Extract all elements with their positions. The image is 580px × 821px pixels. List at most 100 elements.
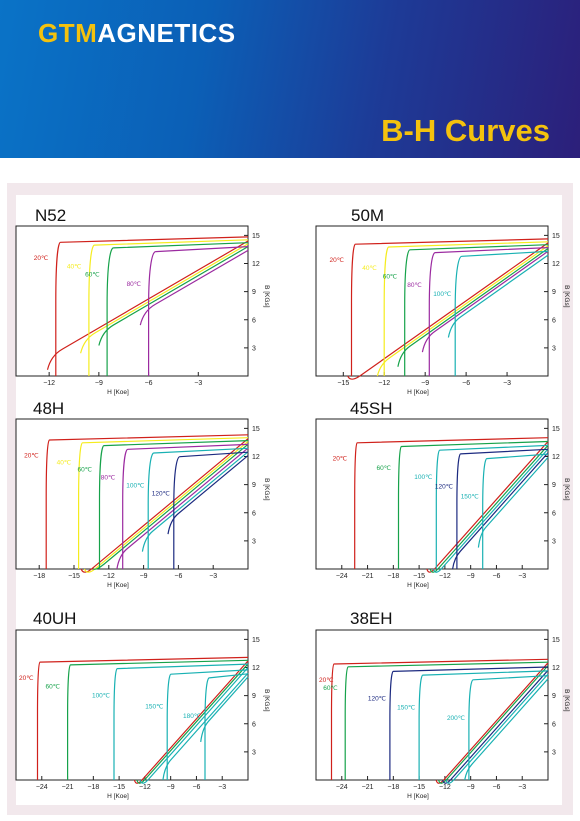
series-label-38eh-20: 20℃ [319, 677, 334, 684]
plot-frame-40uh [15, 629, 249, 781]
series-label-48h-20: 20℃ [24, 453, 39, 460]
normal-curve-38eh-120 [442, 669, 549, 784]
normal-curve-n52-40 [80, 243, 249, 354]
x-tick-label-40uh: −6 [192, 784, 200, 791]
x-tick-label-50m: −3 [503, 380, 511, 387]
y-axis-label-45sh: B [KGs] [563, 478, 570, 501]
series-label-48h-60: 60℃ [78, 467, 93, 474]
brand-logo-part1: GTM [38, 18, 98, 48]
y-tick-label-50m: 12 [552, 261, 560, 268]
normal-curve-48h-100 [141, 451, 249, 552]
series-label-50m-40: 40℃ [362, 265, 377, 272]
y-tick-label-n52: 6 [252, 317, 256, 324]
y-tick-label-38eh: 6 [552, 721, 556, 728]
chart-title-n52: N52 [35, 206, 67, 225]
chart-title-40uh: 40UH [33, 609, 77, 628]
x-tick-label-40uh: −15 [113, 784, 125, 791]
intrinsic-curve-48h-100 [147, 447, 249, 569]
series-label-50m-20: 20℃ [329, 257, 344, 264]
x-tick-label-50m: −12 [378, 380, 390, 387]
intrinsic-curve-38eh-60 [344, 661, 549, 780]
y-tick-label-40uh: 6 [252, 721, 256, 728]
y-tick-label-n52: 9 [252, 289, 256, 296]
y-axis-label-40uh: B [KGs] [263, 689, 270, 712]
series-label-n52-40: 40℃ [67, 263, 82, 270]
intrinsic-curve-45sh-100 [435, 444, 549, 569]
series-label-n52-60: 60℃ [85, 272, 100, 279]
x-tick-label-38eh: −21 [362, 784, 374, 791]
normal-curve-n52-60 [98, 246, 249, 346]
series-label-38eh-60: 60℃ [323, 685, 338, 692]
y-axis-label-48h: B [KGs] [263, 478, 270, 501]
intrinsic-curve-48h-60 [98, 440, 249, 569]
series-label-38eh-120: 120℃ [368, 695, 387, 702]
normal-curve-40uh-100 [139, 667, 249, 784]
series-label-50m-80: 80℃ [407, 282, 422, 289]
plot-frame-n52 [15, 225, 249, 377]
normal-curve-50m-40 [376, 245, 549, 377]
x-tick-label-45sh: −6 [492, 573, 500, 580]
x-tick-label-38eh: −3 [518, 784, 526, 791]
series-label-40uh-60: 60℃ [46, 683, 61, 690]
series-label-40uh-100: 100℃ [92, 693, 111, 700]
x-tick-label-40uh: −3 [218, 784, 226, 791]
normal-curve-40uh-60 [136, 663, 249, 784]
x-tick-label-50m: −6 [462, 380, 470, 387]
intrinsic-curve-40uh-20 [36, 656, 249, 780]
intrinsic-curve-n52-40 [88, 239, 249, 376]
intrinsic-curve-n52-20 [55, 236, 249, 376]
y-tick-label-48h: 12 [252, 454, 260, 461]
y-tick-label-40uh: 15 [252, 637, 260, 644]
y-tick-label-38eh: 12 [552, 665, 560, 672]
series-label-45sh-60: 60℃ [376, 465, 391, 472]
y-tick-label-45sh: 15 [552, 426, 560, 433]
y-axis-label-n52: B [KGs] [263, 285, 270, 308]
y-axis-label-38eh: B [KGs] [563, 689, 570, 712]
normal-curve-38eh-200 [464, 678, 549, 781]
normal-curve-45sh-60 [429, 444, 549, 573]
series-label-40uh-150: 150℃ [145, 704, 164, 711]
x-tick-label-50m: −15 [337, 380, 349, 387]
chart-title-50m: 50M [351, 206, 385, 225]
intrinsic-curve-38eh-150 [418, 670, 549, 780]
y-tick-label-40uh: 3 [252, 749, 256, 756]
intrinsic-curve-50m-20 [350, 238, 549, 376]
y-tick-label-38eh: 3 [552, 749, 556, 756]
x-tick-label-45sh: −3 [518, 573, 526, 580]
bh-chart-n52: −12 −9 −6 −3 3 6 9 12 15 H [Koe] B [KGs] 20℃ 40℃60℃ 8… [15, 225, 270, 396]
intrinsic-curve-38eh-20 [330, 658, 549, 780]
series-label-50m-100: 100℃ [433, 291, 452, 298]
x-tick-label-40uh: −21 [62, 784, 74, 791]
bh-chart-45sh: −24 −21 −18 −15 −12 −9 −6 −3 3 6 9 12 15 H [Koe] B [KG… [315, 418, 570, 589]
normal-curve-40uh-180 [200, 676, 249, 742]
normal-curve-40uh-20 [133, 660, 249, 784]
x-tick-label-38eh: −12 [439, 784, 451, 791]
normal-curve-50m-100 [447, 254, 549, 338]
normal-curve-48h-80 [116, 447, 249, 570]
series-label-48h-100: 100℃ [126, 483, 145, 490]
series-label-48h-80: 80℃ [101, 475, 116, 482]
normal-curve-38eh-150 [445, 673, 549, 784]
x-tick-label-40uh: −24 [36, 784, 48, 791]
intrinsic-curve-50m-40 [383, 241, 549, 376]
x-tick-label-38eh: −15 [413, 784, 425, 791]
x-axis-label-40uh: H [Koe] [107, 793, 129, 800]
bh-chart-48h: −18 −15 −12 −9 −6 −3 3 6 9 12 15 H [Koe] B [KGs] 20℃ 4… [15, 418, 270, 589]
normal-curve-48h-20 [80, 438, 249, 573]
x-tick-label-38eh: −24 [336, 784, 348, 791]
normal-curve-38eh-60 [438, 665, 549, 784]
normal-curve-n52-80 [139, 249, 249, 326]
series-label-50m-60: 60℃ [383, 274, 398, 281]
x-tick-label-40uh: −12 [139, 784, 151, 791]
intrinsic-curve-38eh-120 [389, 666, 549, 780]
intrinsic-curve-50m-60 [404, 244, 549, 376]
series-label-n52-80: 80℃ [127, 281, 142, 288]
x-tick-label-38eh: −9 [467, 784, 475, 791]
intrinsic-curve-n52-80 [148, 246, 249, 376]
intrinsic-curve-40uh-100 [113, 663, 249, 780]
normal-curve-50m-80 [421, 250, 549, 353]
series-label-48h-120: 120℃ [152, 491, 171, 498]
normal-curve-48h-120 [167, 455, 249, 535]
y-tick-label-48h: 3 [252, 538, 256, 545]
series-label-48h-40: 40℃ [57, 460, 72, 467]
